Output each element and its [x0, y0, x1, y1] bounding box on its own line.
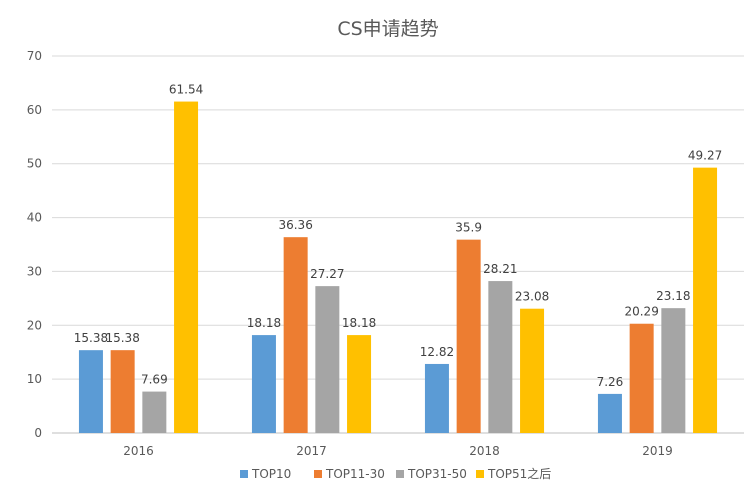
bar [424, 363, 449, 433]
bar [520, 308, 545, 433]
legend-label: TOP11-30 [325, 467, 385, 481]
bar-value-label: 7.69 [141, 373, 168, 387]
bar-value-label: 23.18 [656, 289, 690, 303]
x-tick-label: 2016 [123, 444, 154, 458]
bar-value-label: 15.38 [105, 331, 139, 345]
bar-value-label: 20.29 [624, 305, 658, 319]
bar [597, 393, 622, 433]
legend-label: TOP10 [251, 467, 291, 481]
chart-title: CS申请趋势 [337, 18, 438, 40]
bar-value-label: 27.27 [310, 267, 344, 281]
bar [347, 335, 372, 433]
bar-value-label: 35.9 [455, 221, 482, 235]
bar-value-label: 28.21 [483, 262, 517, 276]
gridlines [52, 55, 744, 434]
bar [110, 350, 135, 433]
bar-value-label: 15.38 [74, 331, 108, 345]
y-tick-label: 50 [27, 157, 42, 171]
legend-swatch [476, 470, 484, 478]
bar [315, 286, 340, 433]
bar [693, 167, 718, 433]
legend-swatch [240, 470, 248, 478]
legend-swatch [396, 470, 404, 478]
bar [283, 237, 308, 433]
bar-value-label: 7.26 [597, 375, 624, 389]
legend-swatch [314, 470, 322, 478]
bar-value-label: 23.08 [515, 290, 549, 304]
y-tick-label: 30 [27, 264, 42, 278]
bar-value-label: 36.36 [278, 218, 312, 232]
bar-value-label: 18.18 [342, 316, 376, 330]
bar [488, 281, 513, 433]
bar [629, 323, 654, 433]
bar-value-label: 18.18 [247, 316, 281, 330]
bar-value-label: 49.27 [688, 149, 722, 163]
bar [661, 308, 686, 433]
bar-value-label: 61.54 [169, 83, 203, 97]
legend-label: TOP51之后 [487, 467, 551, 481]
y-tick-label: 10 [27, 372, 42, 386]
bar [251, 335, 276, 433]
bar [142, 391, 167, 433]
y-tick-label: 60 [27, 103, 42, 117]
y-tick-label: 70 [27, 49, 42, 63]
y-axis-ticks: 0 10 20 30 40 50 60 70 [27, 49, 42, 440]
bar [456, 239, 481, 433]
x-tick-label: 2018 [469, 444, 500, 458]
legend-label: TOP31-50 [407, 467, 467, 481]
y-tick-label: 40 [27, 211, 42, 225]
bar-value-label: 12.82 [420, 345, 454, 359]
x-tick-label: 2019 [642, 444, 673, 458]
x-axis-ticks: 2016 2017 2018 2019 [123, 444, 673, 458]
bar [174, 101, 199, 433]
y-tick-label: 20 [27, 318, 42, 332]
y-tick-label: 0 [34, 426, 42, 440]
bars [78, 101, 718, 433]
x-tick-label: 2017 [296, 444, 327, 458]
bar [78, 350, 103, 433]
legend: TOP10 TOP11-30 TOP31-50 TOP51之后 [240, 467, 551, 481]
